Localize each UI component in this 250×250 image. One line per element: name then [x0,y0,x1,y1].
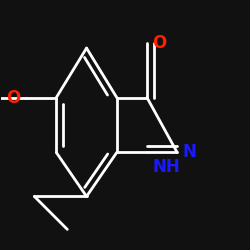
Text: O: O [152,34,167,52]
Text: N: N [183,144,196,162]
Text: NH: NH [152,158,180,176]
Text: O: O [6,88,20,106]
